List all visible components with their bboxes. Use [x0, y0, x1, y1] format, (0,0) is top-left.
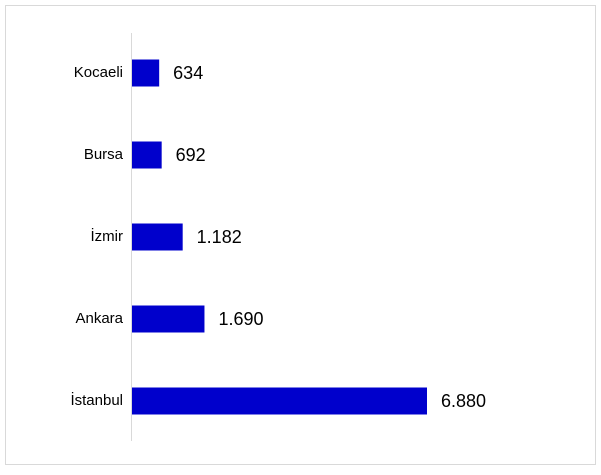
- bar: [132, 305, 205, 333]
- value-label: 1.690: [218, 309, 263, 329]
- category-label: İstanbul: [70, 391, 123, 409]
- value-label: 1.182: [197, 227, 242, 247]
- bar: [132, 59, 160, 87]
- category-label: Ankara: [75, 310, 123, 327]
- bar: [132, 387, 427, 415]
- value-label: 634: [173, 63, 203, 83]
- value-label: 692: [176, 145, 206, 165]
- category-label: Kocaeli: [74, 64, 123, 81]
- value-label: 6.880: [441, 391, 486, 411]
- category-label: İzmir: [91, 227, 124, 245]
- bar: [132, 141, 162, 169]
- category-label: Bursa: [84, 146, 124, 163]
- bar: [132, 223, 183, 251]
